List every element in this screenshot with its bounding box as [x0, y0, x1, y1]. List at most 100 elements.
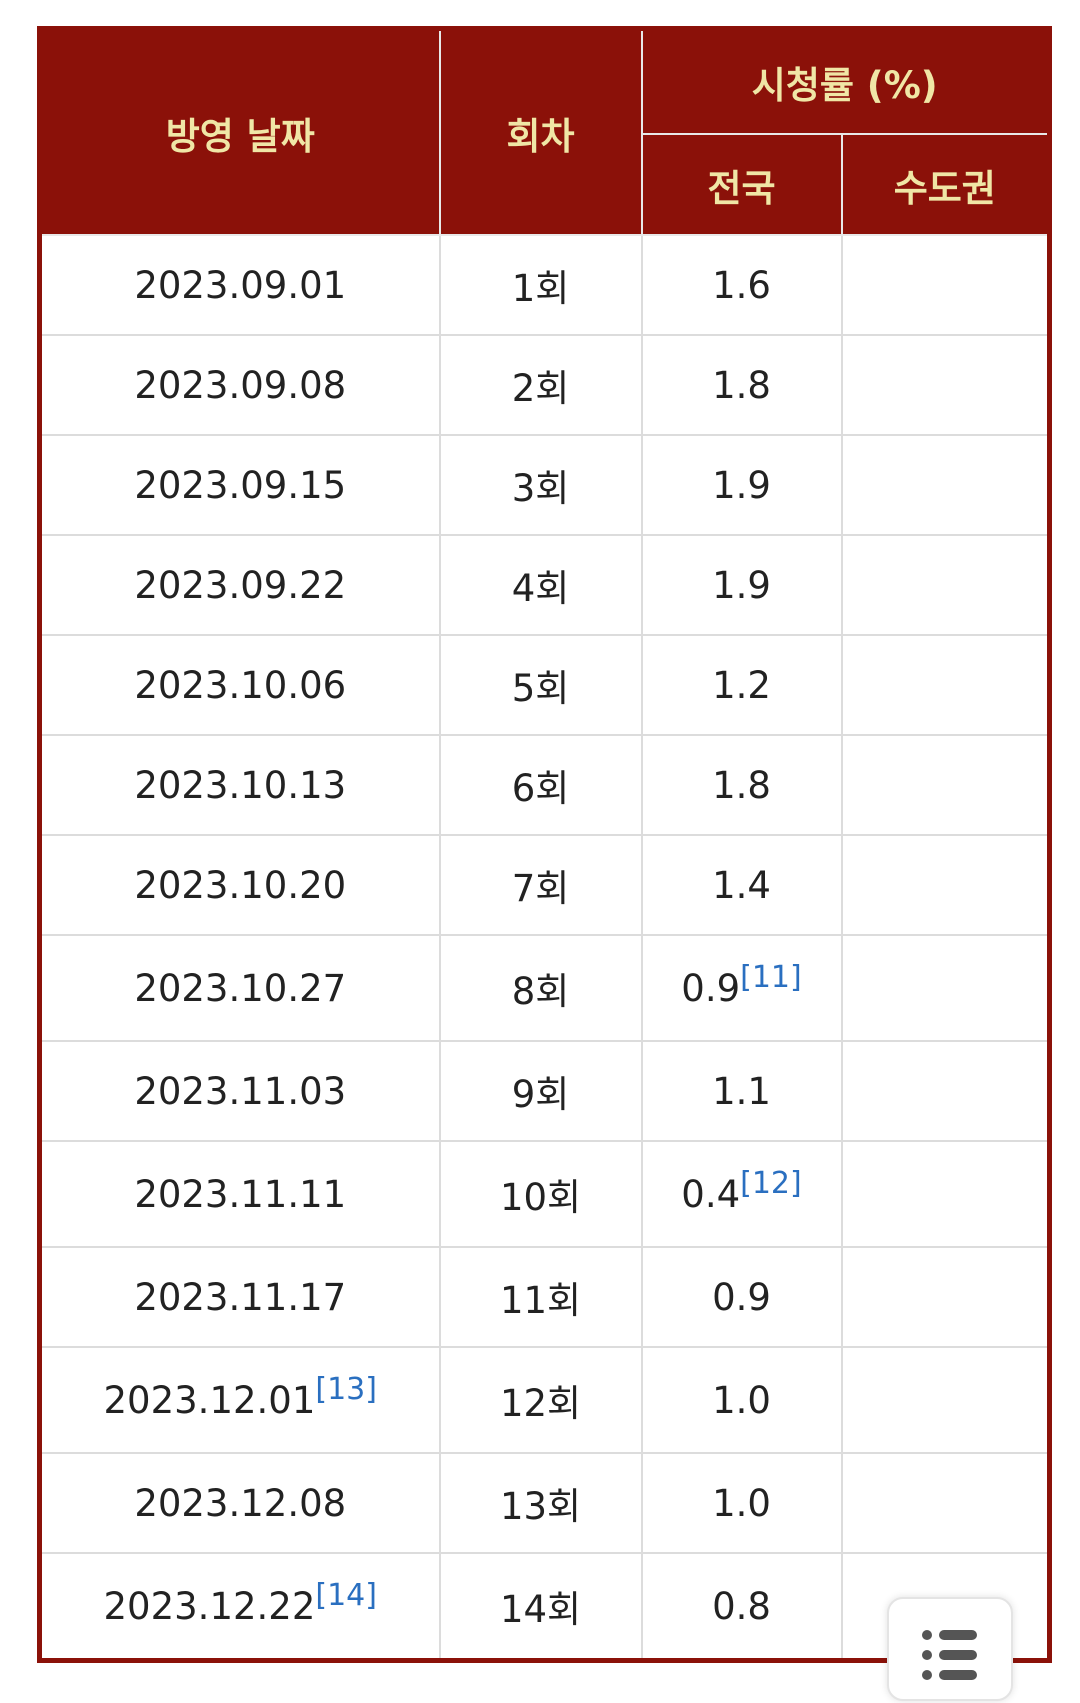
- capital-cell: [840, 1246, 1051, 1348]
- national-cell: 0.4[12]: [640, 1140, 843, 1248]
- date-text: 2023.10.13: [134, 763, 347, 807]
- episode-cell: 11회: [438, 1246, 643, 1348]
- episode-text: 4회: [511, 567, 570, 610]
- national-text: 1.0: [712, 1378, 771, 1422]
- capital-cell: [840, 634, 1051, 736]
- episode-text: 8회: [511, 970, 570, 1013]
- date-text: 2023.10.06: [134, 663, 347, 707]
- episode-text: 9회: [511, 1073, 570, 1116]
- table-row: 2023.10.13 6회 1.8: [38, 734, 1051, 836]
- date-cell: 2023.11.11: [38, 1140, 441, 1248]
- date-text: 2023.10.20: [134, 863, 347, 907]
- episode-text: 2회: [511, 367, 570, 410]
- episode-cell: 10회: [438, 1140, 643, 1248]
- episode-text: 11회: [499, 1279, 582, 1322]
- date-text: 2023.09.15: [134, 463, 347, 507]
- header-date: 방영 날짜: [38, 27, 441, 236]
- national-text: 1.9: [712, 563, 771, 607]
- national-text: 0.4: [681, 1172, 741, 1216]
- footnote-ref: [13]: [315, 1371, 377, 1407]
- episode-cell: 2회: [438, 334, 643, 436]
- date-text: 2023.11.11: [134, 1172, 347, 1216]
- date-cell: 2023.10.13: [38, 734, 441, 836]
- table-row: 2023.12.01[13] 12회 1.0: [38, 1346, 1051, 1454]
- table-row: 2023.09.01 1회 1.6: [38, 234, 1051, 336]
- table-row: 2023.10.06 5회 1.2: [38, 634, 1051, 736]
- episode-cell: 3회: [438, 434, 643, 536]
- national-text: 1.8: [712, 763, 771, 807]
- date-cell: 2023.12.08: [38, 1452, 441, 1554]
- episode-text: 6회: [511, 767, 570, 810]
- national-cell: 0.8: [640, 1552, 843, 1662]
- national-text: 0.8: [712, 1584, 771, 1628]
- table-row: 2023.09.15 3회 1.9: [38, 434, 1051, 536]
- episode-text: 3회: [511, 467, 570, 510]
- table-row: 2023.12.22[14] 14회 0.8: [38, 1552, 1051, 1662]
- capital-cell: [840, 934, 1051, 1042]
- header-national: 전국: [640, 133, 843, 236]
- national-cell: 1.4: [640, 834, 843, 936]
- date-cell: 2023.10.06: [38, 634, 441, 736]
- list-icon: [922, 1630, 977, 1680]
- episode-cell: 8회: [438, 934, 643, 1042]
- episode-text: 13회: [499, 1485, 582, 1528]
- episode-text: 5회: [511, 667, 570, 710]
- toc-button[interactable]: [887, 1597, 1013, 1701]
- capital-cell: [840, 534, 1051, 636]
- national-cell: 0.9[11]: [640, 934, 843, 1042]
- date-text: 2023.12.08: [134, 1481, 347, 1525]
- date-text: 2023.12.22: [103, 1584, 316, 1628]
- date-cell: 2023.10.20: [38, 834, 441, 936]
- national-cell: 1.8: [640, 734, 843, 836]
- date-cell: 2023.09.01: [38, 234, 441, 336]
- capital-cell: [840, 734, 1051, 836]
- capital-cell: [840, 234, 1051, 336]
- national-text: 1.2: [712, 663, 771, 707]
- national-text: 1.8: [712, 363, 771, 407]
- date-text: 2023.09.01: [134, 263, 347, 307]
- episode-text: 7회: [511, 867, 570, 910]
- episode-text: 1회: [511, 267, 570, 310]
- episode-cell: 7회: [438, 834, 643, 936]
- episode-cell: 12회: [438, 1346, 643, 1454]
- capital-cell: [840, 1452, 1051, 1554]
- national-text: 1.6: [712, 263, 771, 307]
- table-row: 2023.12.08 13회 1.0: [38, 1452, 1051, 1554]
- episode-cell: 4회: [438, 534, 643, 636]
- date-text: 2023.11.17: [134, 1275, 347, 1319]
- table-row: 2023.10.20 7회 1.4: [38, 834, 1051, 936]
- date-cell: 2023.11.17: [38, 1246, 441, 1348]
- episode-cell: 6회: [438, 734, 643, 836]
- date-text: 2023.11.03: [134, 1069, 347, 1113]
- national-cell: 1.1: [640, 1040, 843, 1142]
- header-episode: 회차: [438, 27, 643, 236]
- date-text: 2023.10.27: [134, 966, 347, 1010]
- capital-cell: [840, 1140, 1051, 1248]
- national-text: 1.0: [712, 1481, 771, 1525]
- national-cell: 1.9: [640, 434, 843, 536]
- capital-cell: [840, 334, 1051, 436]
- national-text: 0.9: [712, 1275, 771, 1319]
- date-cell: 2023.09.08: [38, 334, 441, 436]
- episode-text: 10회: [499, 1176, 582, 1219]
- capital-cell: [840, 834, 1051, 936]
- national-cell: 1.0: [640, 1452, 843, 1554]
- table-row: 2023.10.27 8회 0.9[11]: [38, 934, 1051, 1042]
- episode-cell: 9회: [438, 1040, 643, 1142]
- date-text: 2023.09.22: [134, 563, 347, 607]
- footnote-ref: [11]: [740, 959, 802, 995]
- date-cell: 2023.09.22: [38, 534, 441, 636]
- national-cell: 1.6: [640, 234, 843, 336]
- episode-cell: 13회: [438, 1452, 643, 1554]
- national-text: 1.1: [712, 1069, 771, 1113]
- episode-cell: 1회: [438, 234, 643, 336]
- table-row: 2023.11.11 10회 0.4[12]: [38, 1140, 1051, 1248]
- footnote-ref: [14]: [315, 1577, 377, 1613]
- episode-text: 12회: [499, 1382, 582, 1425]
- table-row: 2023.11.17 11회 0.9: [38, 1246, 1051, 1348]
- date-text: 2023.09.08: [134, 363, 347, 407]
- date-cell: 2023.12.01[13]: [38, 1346, 441, 1454]
- table-row: 2023.09.08 2회 1.8: [38, 334, 1051, 436]
- table-body: 2023.09.01 1회 1.6 2023.09.08 2회 1.8 2023.09.15…: [38, 234, 1051, 1662]
- table-row: 2023.09.22 4회 1.9: [38, 534, 1051, 636]
